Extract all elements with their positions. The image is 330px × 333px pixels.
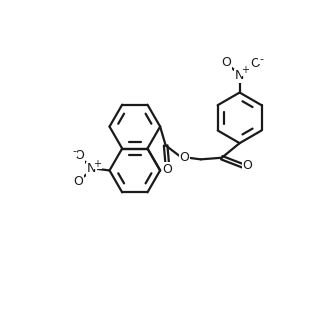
Text: O: O <box>162 163 172 176</box>
Text: N: N <box>235 69 244 82</box>
Text: O: O <box>73 175 83 188</box>
Text: O: O <box>221 56 231 69</box>
Text: -: - <box>72 146 76 156</box>
Text: -: - <box>259 54 263 64</box>
Text: O: O <box>243 160 252 172</box>
Text: O: O <box>180 151 189 164</box>
Text: O: O <box>250 57 260 70</box>
Text: N: N <box>87 162 96 175</box>
Text: O: O <box>74 149 84 162</box>
Text: +: + <box>93 159 101 169</box>
Text: +: + <box>242 66 249 76</box>
